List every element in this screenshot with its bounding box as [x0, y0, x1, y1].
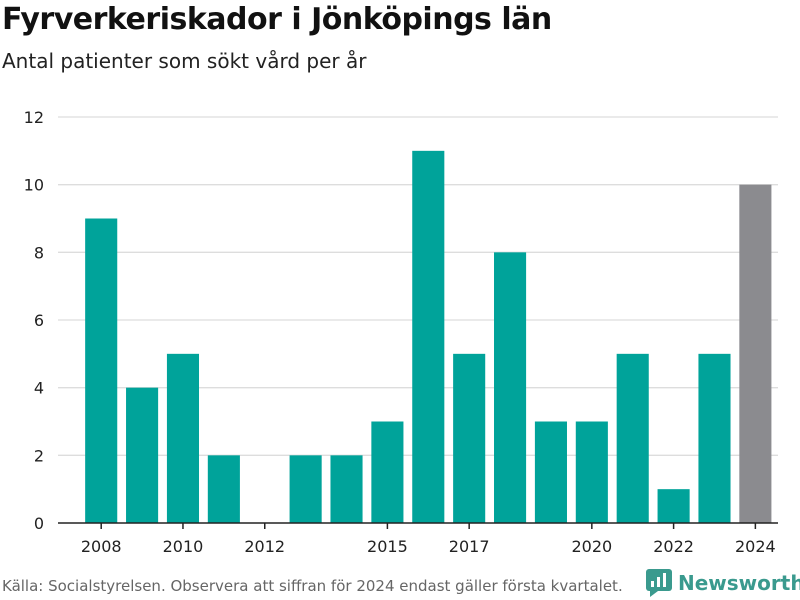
x-tick-label: 2024: [735, 537, 776, 556]
bar-2015: [371, 421, 404, 523]
x-tick-label: 2020: [571, 537, 612, 556]
bar-2023: [698, 353, 731, 523]
x-tick-label: 2008: [81, 537, 122, 556]
bar-2013: [289, 455, 322, 523]
bar-2022: [657, 489, 690, 523]
x-tick-label: 2022: [653, 537, 694, 556]
chart-subtitle: Antal patienter som sökt vård per år: [2, 49, 367, 73]
y-tick-label: 10: [24, 176, 44, 195]
bar-2010: [166, 353, 200, 523]
bar-2024: [739, 184, 772, 523]
bar-2019: [534, 421, 567, 523]
y-tick-label: 4: [34, 379, 44, 398]
bar-2017: [453, 353, 486, 523]
x-tick-label: 2017: [449, 537, 490, 556]
source-note: Källa: Socialstyrelsen. Observera att si…: [2, 577, 623, 595]
chart-title: Fyrverkeriskador i Jönköpings län: [2, 2, 552, 37]
brand-name: Newsworthy: [678, 571, 800, 595]
bar-2011: [207, 455, 240, 523]
bar-2016: [412, 150, 445, 524]
brand-logo[interactable]: Newsworthy: [646, 569, 800, 597]
y-tick-label: 6: [34, 311, 44, 330]
y-tick-label: 8: [34, 243, 44, 262]
newsworthy-logo-icon: [646, 569, 672, 597]
x-tick-label: 2010: [163, 537, 204, 556]
bar-2021: [616, 353, 649, 523]
y-tick-label: 12: [24, 108, 44, 127]
bar-2009: [126, 387, 159, 523]
x-tick-label: 2012: [244, 537, 285, 556]
bar-2008: [85, 218, 118, 523]
bar-2018: [494, 252, 527, 524]
y-tick-label: 2: [34, 446, 44, 465]
y-tick-label: 0: [34, 514, 44, 533]
bar-2020: [575, 421, 608, 523]
bar-2014: [330, 455, 363, 523]
x-tick-label: 2015: [367, 537, 408, 556]
